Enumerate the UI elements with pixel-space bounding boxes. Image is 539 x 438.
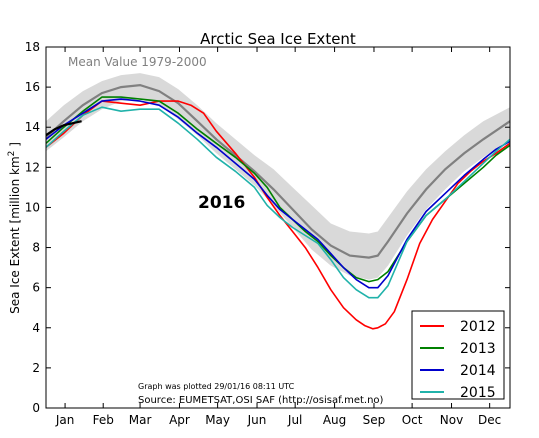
- y-tick-label: 14: [25, 120, 40, 134]
- x-tick-label: Nov: [440, 413, 463, 427]
- plot-frame: [45, 46, 511, 409]
- y-tick-label: 6: [32, 281, 40, 295]
- y-tick-label: 8: [32, 241, 40, 255]
- source-note: Source: EUMETSAT,OSI SAF (http://osisaf.…: [138, 395, 384, 406]
- x-tick-label: Oct: [402, 413, 423, 427]
- series-layer: [45, 96, 511, 330]
- x-tick-label: May: [205, 413, 230, 427]
- current-year-label: 2016: [198, 193, 245, 213]
- mean-band-layer: [45, 73, 511, 280]
- y-tick-label: 0: [32, 401, 40, 415]
- y-tick-label: 2: [32, 361, 40, 375]
- legend-label-2014: 2014: [460, 363, 496, 379]
- legend-label-2013: 2013: [460, 341, 496, 357]
- x-tick-label: Aug: [323, 413, 346, 427]
- y-tick-label: 18: [25, 40, 40, 54]
- mean-value-label: Mean Value 1979-2000: [68, 55, 207, 69]
- series-line-2014: [45, 98, 511, 289]
- x-tick-label: Dec: [478, 413, 501, 427]
- x-tick-label: Sep: [363, 413, 386, 427]
- x-tick-label: Jun: [247, 413, 267, 427]
- chart-title: Arctic Sea Ice Extent: [200, 30, 356, 48]
- series-line-2015: [45, 106, 511, 299]
- plotted-note: Graph was plotted 29/01/16 08:11 UTC: [138, 382, 295, 391]
- series-line-2016: [45, 120, 82, 137]
- mean-range-band: [46, 73, 510, 280]
- x-tick-label: Jul: [287, 413, 302, 427]
- x-tick-label: Feb: [93, 413, 114, 427]
- y-tick-label: 12: [25, 160, 40, 174]
- y-axis-label: Sea Ice Extent [million km2 ]: [7, 142, 22, 314]
- mean-line: [45, 83, 511, 259]
- legend: 2012 2013 2014 2015: [411, 310, 505, 401]
- y-tick-label: 16: [25, 80, 40, 94]
- tick-layer: 0 2 4 6 8 10 12 14 16 18 Jan Feb Mar Apr May Jun Jul Aug S…: [25, 40, 510, 427]
- y-tick-label: 4: [32, 321, 40, 335]
- legend-label-2012: 2012: [460, 319, 496, 335]
- y-tick-label: 10: [25, 200, 40, 214]
- x-tick-label: Apr: [169, 413, 190, 427]
- series-line-2012: [45, 100, 511, 330]
- x-tick-label: Jan: [55, 413, 75, 427]
- x-tick-label: Mar: [129, 413, 152, 427]
- legend-label-2015: 2015: [460, 385, 496, 401]
